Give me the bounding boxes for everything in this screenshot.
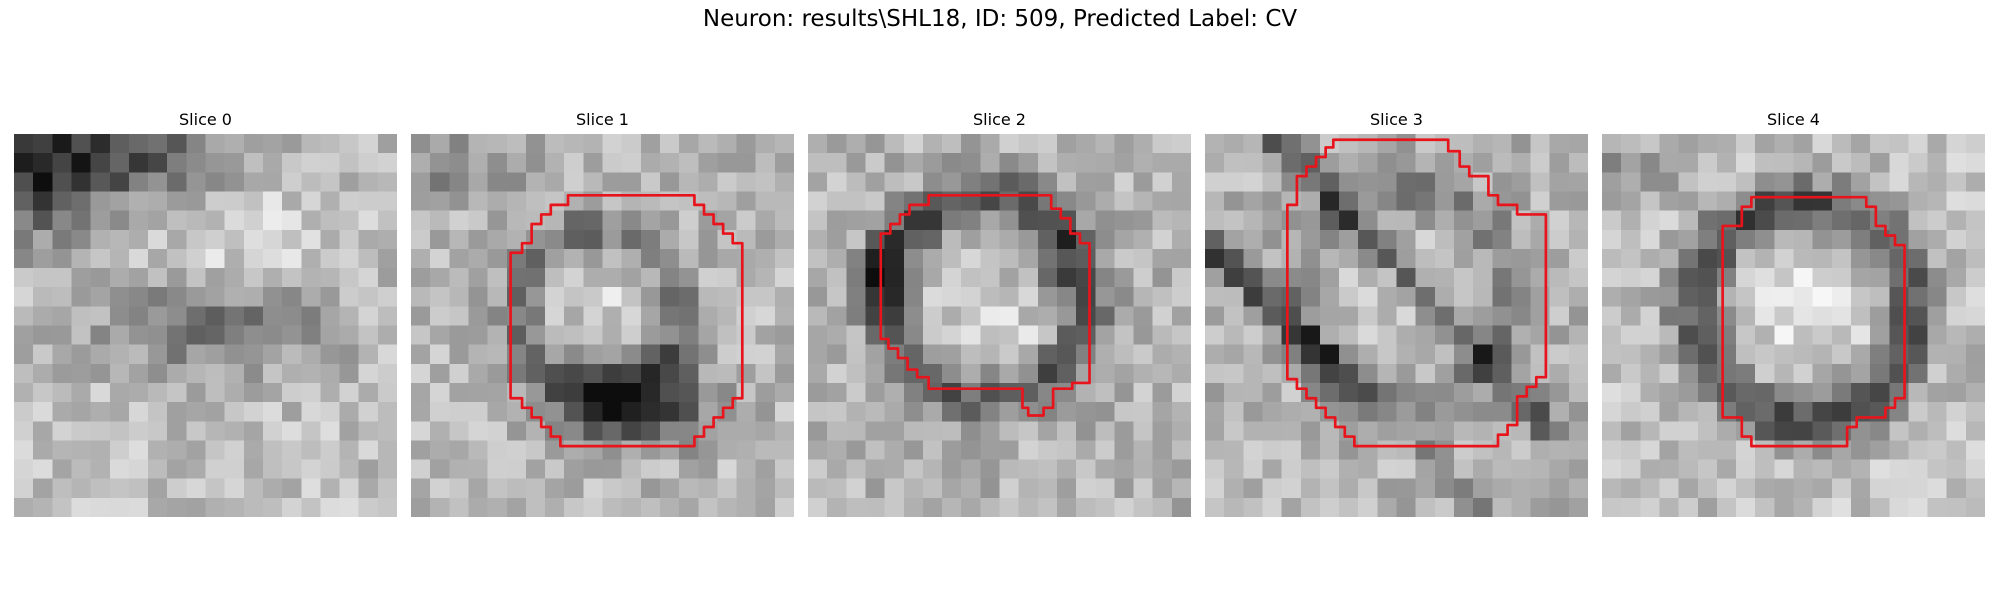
slice-title: Slice 1	[576, 110, 629, 129]
pixel-grid	[808, 134, 1191, 517]
pixel-grid	[411, 134, 794, 517]
slice-image-3	[1205, 134, 1588, 517]
slice-title: Slice 2	[973, 110, 1026, 129]
roi-contour	[509, 193, 744, 448]
slice-panel-0: Slice 0	[14, 110, 397, 518]
slice-image-1	[411, 134, 794, 517]
slice-title: Slice 4	[1767, 110, 1820, 129]
roi-contour	[1286, 138, 1548, 448]
slice-image-4	[1602, 134, 1985, 517]
pixel-grid	[1602, 134, 1985, 517]
pixel-grid	[1205, 134, 1588, 517]
slice-image-0	[14, 134, 397, 517]
slice-panel-3: Slice 3	[1205, 110, 1588, 518]
slice-title: Slice 3	[1370, 110, 1423, 129]
roi-contour	[1721, 195, 1906, 448]
slice-image-2	[808, 134, 1191, 517]
slice-panel-1: Slice 1	[411, 110, 794, 518]
slice-panel-2: Slice 2	[808, 110, 1191, 518]
slice-title: Slice 0	[179, 110, 232, 129]
figure-title: Neuron: results\SHL18, ID: 509, Predicte…	[702, 6, 1298, 32]
roi-contour	[879, 193, 1091, 417]
pixel-grid	[14, 134, 397, 517]
slice-panel-4: Slice 4	[1602, 110, 1985, 518]
